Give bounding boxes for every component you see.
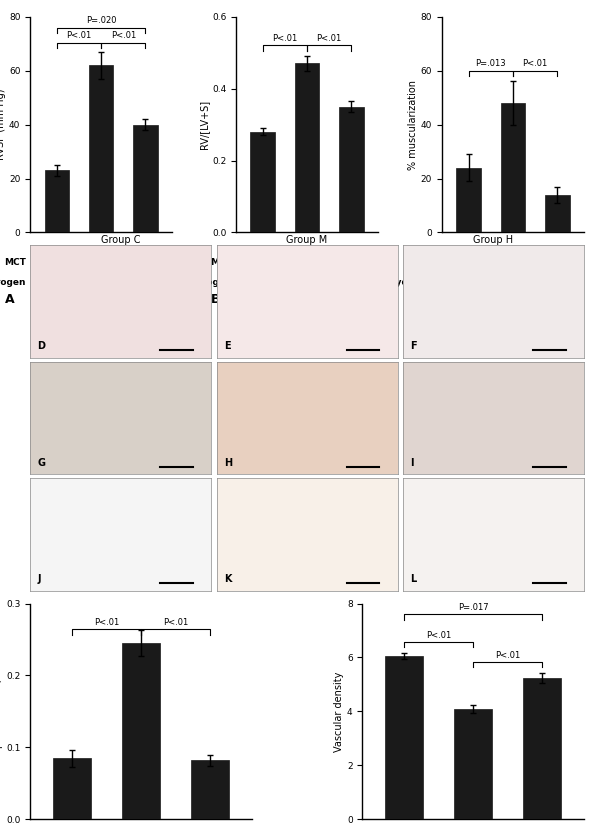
Text: MCT: MCT bbox=[4, 258, 26, 268]
Text: +: + bbox=[141, 277, 149, 287]
Text: P<.01: P<.01 bbox=[94, 619, 119, 627]
Bar bbox=[501, 103, 525, 232]
Text: +: + bbox=[97, 257, 105, 268]
Text: H: H bbox=[224, 457, 232, 467]
Text: E: E bbox=[224, 341, 231, 351]
Text: Hydrogen: Hydrogen bbox=[388, 278, 438, 287]
Text: -: - bbox=[99, 277, 103, 287]
Text: +: + bbox=[347, 257, 355, 268]
Text: P<.01: P<.01 bbox=[317, 34, 342, 43]
Bar bbox=[52, 758, 91, 819]
Text: -: - bbox=[261, 257, 264, 268]
Bar bbox=[385, 656, 423, 819]
Bar bbox=[545, 195, 569, 232]
Text: P<.01: P<.01 bbox=[111, 32, 136, 40]
Text: -: - bbox=[55, 257, 58, 268]
Text: +: + bbox=[303, 257, 311, 268]
Text: +: + bbox=[509, 257, 517, 268]
Text: P<.01: P<.01 bbox=[495, 651, 520, 660]
Title: Group M: Group M bbox=[287, 235, 327, 245]
Title: Group H: Group H bbox=[473, 235, 514, 245]
Text: P=.017: P=.017 bbox=[458, 603, 488, 612]
Text: -: - bbox=[305, 277, 309, 287]
Text: -: - bbox=[261, 277, 264, 287]
Text: MCT: MCT bbox=[415, 258, 438, 268]
Y-axis label: RV/[LV+S]: RV/[LV+S] bbox=[199, 100, 209, 149]
Y-axis label: PCNA-positive cells / vessel: PCNA-positive cells / vessel bbox=[0, 645, 3, 778]
Text: P=.013: P=.013 bbox=[476, 59, 506, 69]
Text: F: F bbox=[410, 341, 417, 351]
Bar bbox=[89, 65, 113, 232]
Text: B: B bbox=[211, 293, 220, 306]
Bar bbox=[454, 709, 492, 819]
Text: +: + bbox=[553, 277, 561, 287]
Y-axis label: RVSP (mm Hg): RVSP (mm Hg) bbox=[0, 89, 6, 161]
Bar bbox=[45, 171, 69, 232]
Text: P<.01: P<.01 bbox=[66, 32, 92, 40]
Text: P<.01: P<.01 bbox=[523, 59, 548, 69]
Text: -: - bbox=[55, 277, 58, 287]
Text: J: J bbox=[37, 573, 41, 584]
Text: P<.01: P<.01 bbox=[163, 619, 188, 627]
Text: +: + bbox=[347, 277, 355, 287]
Bar bbox=[250, 132, 275, 232]
Text: C: C bbox=[417, 293, 426, 306]
Text: L: L bbox=[410, 573, 417, 584]
Text: I: I bbox=[410, 457, 414, 467]
Text: Hydrogen: Hydrogen bbox=[182, 278, 232, 287]
Text: -: - bbox=[511, 277, 515, 287]
Text: +: + bbox=[553, 257, 561, 268]
Text: G: G bbox=[37, 457, 45, 467]
Text: K: K bbox=[224, 573, 231, 584]
Text: Hydrogen: Hydrogen bbox=[0, 278, 26, 287]
Bar bbox=[456, 168, 481, 232]
Text: -: - bbox=[467, 277, 470, 287]
Text: -: - bbox=[467, 257, 470, 268]
Bar bbox=[133, 125, 158, 232]
Text: MCT: MCT bbox=[209, 258, 232, 268]
Text: P=.020: P=.020 bbox=[86, 17, 116, 25]
Text: D: D bbox=[37, 341, 45, 351]
Bar bbox=[339, 107, 364, 232]
Text: A: A bbox=[5, 293, 14, 306]
Y-axis label: % muscularization: % muscularization bbox=[408, 79, 418, 170]
Bar bbox=[295, 64, 319, 232]
Text: P<.01: P<.01 bbox=[426, 631, 451, 640]
Bar bbox=[122, 643, 160, 819]
Title: Group C: Group C bbox=[101, 235, 140, 245]
Bar bbox=[191, 760, 229, 819]
Bar bbox=[523, 678, 562, 819]
Y-axis label: Vascular density: Vascular density bbox=[334, 671, 344, 752]
Text: +: + bbox=[141, 257, 149, 268]
Text: P<.01: P<.01 bbox=[272, 34, 297, 43]
